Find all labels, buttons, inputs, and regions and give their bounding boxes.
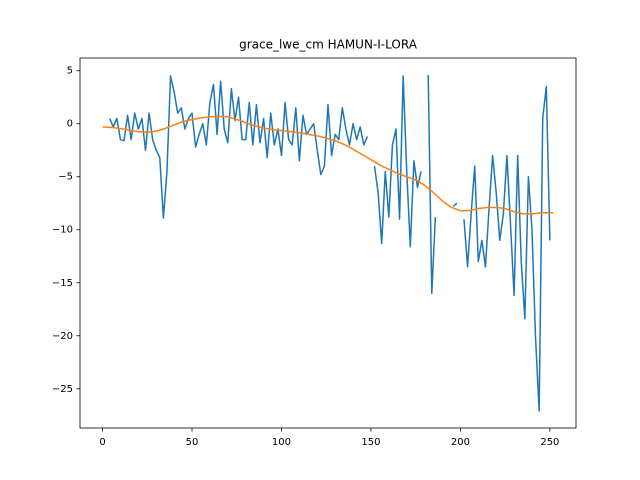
y-tick-label: −20	[52, 331, 73, 342]
y-tick-label: −25	[52, 384, 73, 395]
x-tick-label: 250	[540, 437, 559, 448]
y-tick-label: −15	[52, 278, 73, 289]
chart-title: grace_lwe_cm HAMUN-I-LORA	[239, 38, 418, 52]
x-tick-label: 200	[451, 437, 470, 448]
x-tick-label: 100	[272, 437, 291, 448]
y-tick-label: −5	[58, 172, 73, 183]
data-line	[102, 115, 554, 215]
plot-frame	[79, 57, 577, 429]
y-tick-label: −10	[52, 225, 73, 236]
x-tick-label: 50	[186, 437, 199, 448]
x-tick-label: 150	[361, 437, 380, 448]
y-tick-label: 5	[67, 66, 73, 77]
x-tick-label: 0	[99, 437, 105, 448]
y-tick-label: 0	[67, 119, 73, 130]
